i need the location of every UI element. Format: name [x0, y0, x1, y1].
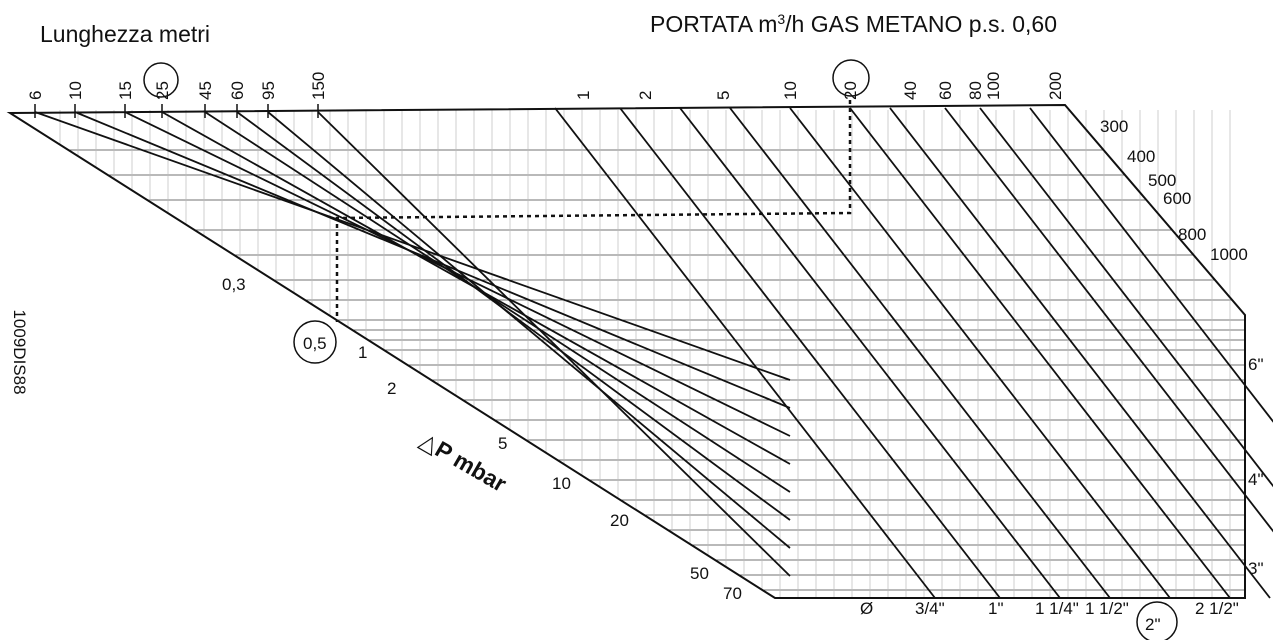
bottom-label: 2": [1145, 615, 1161, 634]
flow-label: 1: [574, 91, 593, 100]
flow-line: [944, 107, 1273, 533]
dp-label: 2: [387, 379, 396, 398]
dp-label: 0,3: [222, 275, 246, 294]
length-label: 6: [26, 91, 45, 100]
title-left: Lunghezza metri: [40, 21, 210, 47]
flow-label: 40: [901, 81, 920, 100]
flow-label: 20: [841, 81, 860, 100]
flow-label: 100: [984, 72, 1003, 100]
flow-line: [679, 107, 1061, 599]
flow-label: 60: [936, 81, 955, 100]
pipe-label: 3": [1248, 559, 1264, 578]
circle-20: [832, 59, 870, 97]
flow-line: [849, 107, 1231, 599]
dp-label: 10: [552, 474, 571, 493]
right-label: 1000: [1210, 245, 1248, 264]
flow-label: 200: [1046, 72, 1065, 100]
bottom-label: 3/4": [915, 599, 945, 618]
flow-line: [1029, 107, 1273, 423]
dp-label: 1: [358, 343, 367, 362]
dp-label: 50: [690, 564, 709, 583]
code: 1009DIS88: [10, 309, 29, 394]
flow-line: [789, 107, 1171, 599]
length-label: 25: [153, 81, 172, 100]
title-rest: /h GAS METANO p.s. 0,60: [785, 11, 1057, 37]
flow-label: 10: [781, 81, 800, 100]
right-label: 400: [1127, 147, 1155, 166]
flow-line: [889, 107, 1271, 599]
length-label: 150: [309, 72, 328, 100]
flow-line: [729, 107, 1111, 599]
flow-line: [979, 107, 1273, 488]
length-label: 95: [259, 81, 278, 100]
axis-label: △P mbar: [416, 427, 512, 497]
title-right: PORTATA m3/h GAS METANO p.s. 0,60: [650, 11, 1057, 37]
circle-2in: [1136, 601, 1178, 640]
bottom-label: 1": [988, 599, 1004, 618]
right-label: 300: [1100, 117, 1128, 136]
length-label: 10: [66, 81, 85, 100]
bottom-label: 1 1/2": [1085, 599, 1129, 618]
lines: [34, 107, 1273, 599]
length-line: [317, 111, 791, 577]
length-label: 60: [228, 81, 247, 100]
right-label: 800: [1178, 225, 1206, 244]
dp-label: 70: [723, 584, 742, 603]
flow-line: [619, 107, 1001, 599]
flow-label: 2: [636, 91, 655, 100]
title-main: PORTATA m: [650, 11, 777, 37]
bottom-label: 2 1/2": [1195, 599, 1239, 618]
bottom-label: Ø: [860, 599, 873, 618]
outline: [6, 103, 1246, 599]
flow-line: [554, 107, 936, 599]
title-sup: 3: [777, 11, 785, 27]
dp-label: 0,5: [303, 334, 327, 353]
example-path: [335, 100, 852, 322]
flow-label: 5: [714, 91, 733, 100]
circle-25: [143, 62, 179, 98]
flow-label: 80: [966, 81, 985, 100]
length-line: [267, 111, 791, 549]
length-line: [204, 111, 791, 493]
bottom-label: 1 1/4": [1035, 599, 1079, 618]
right-label: 600: [1163, 189, 1191, 208]
circle-05: [293, 320, 337, 364]
right-label: 500: [1148, 171, 1176, 190]
dp-label: 20: [610, 511, 629, 530]
pipe-label: 6": [1248, 355, 1264, 374]
grid: [59, 110, 1245, 598]
dp-label: 5: [498, 434, 507, 453]
length-label: 45: [196, 81, 215, 100]
pipe-label: 4": [1248, 470, 1264, 489]
length-label: 15: [116, 81, 135, 100]
